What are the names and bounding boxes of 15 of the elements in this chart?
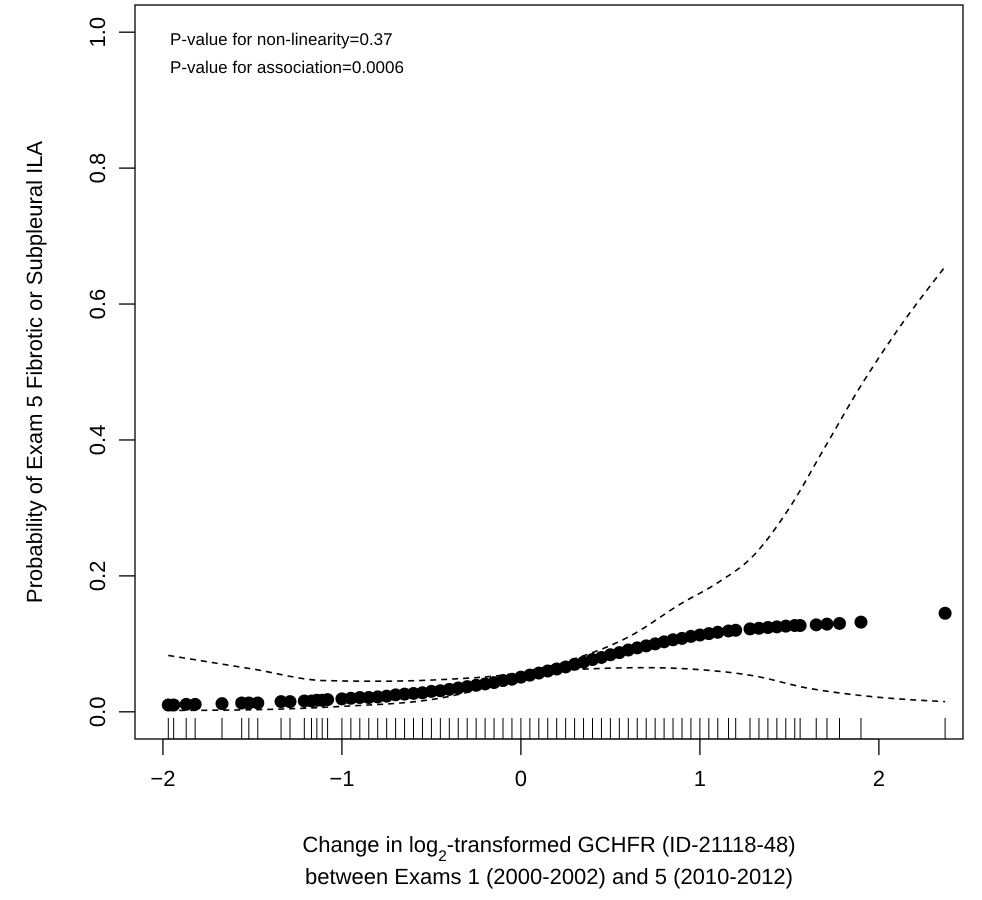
x-tick-label: −2 <box>150 766 176 791</box>
x-tick-label: −1 <box>329 766 354 791</box>
x-tick-label: 0 <box>514 766 528 791</box>
y-axis-title: Probability of Exam 5 Fibrotic or Subpleural ILA <box>22 140 47 604</box>
annotation: P-value for association=0.0006 <box>170 58 404 77</box>
y-tick-label: 0.0 <box>85 696 110 728</box>
annotation: P-value for non-linearity=0.37 <box>170 30 393 49</box>
x-axis-title: Change in log$_{2}$-transformed GCHFR (ID-21118-48) between Exams 1 (2000-2002) and 5 (2010-2012) <box>302 832 796 889</box>
y-tick-label: 1.0 <box>85 16 110 48</box>
x-tick-label: 2 <box>872 766 885 791</box>
y-tick-label: 0.2 <box>85 560 110 592</box>
y-tick-label: 0.6 <box>85 288 110 320</box>
y-tick-label: 0.4 <box>85 424 110 456</box>
y-tick-label: 0.8 <box>85 152 110 184</box>
x-tick-label: 1 <box>694 766 706 791</box>
